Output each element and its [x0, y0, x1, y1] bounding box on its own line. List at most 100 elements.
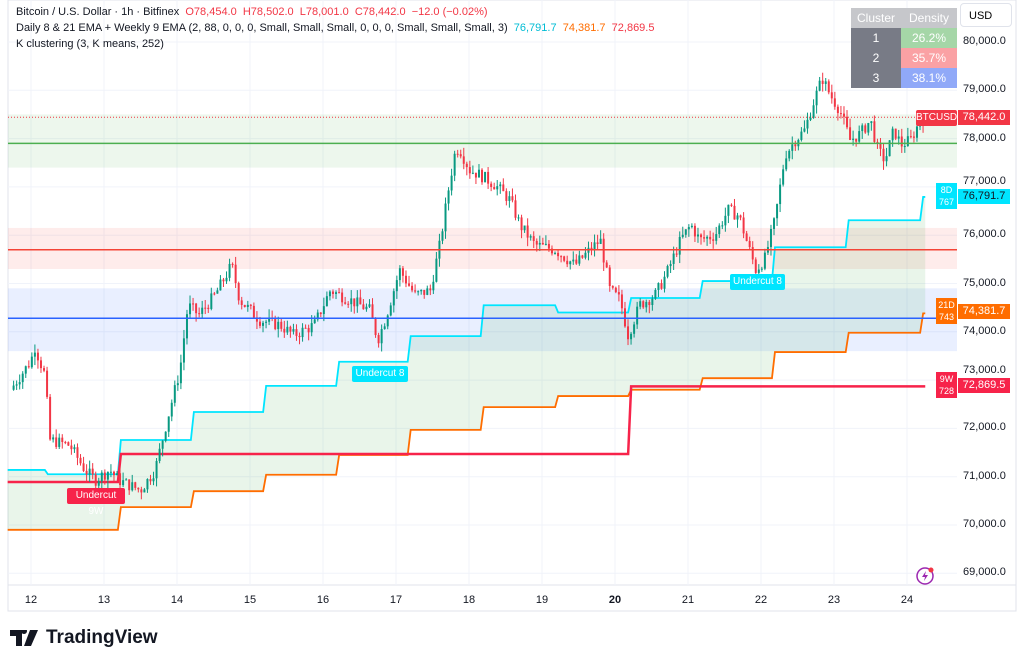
candle-body: [350, 298, 353, 305]
candle-body: [474, 172, 477, 178]
candle-body: [368, 304, 371, 307]
candle-body: [441, 231, 444, 241]
currency-selector[interactable]: USD: [960, 3, 1012, 27]
candle-body: [414, 290, 417, 292]
candle-body: [453, 153, 456, 176]
candle-body: [49, 396, 52, 440]
price-tick-label: 72,000.0: [963, 421, 1006, 434]
candle-body: [502, 184, 505, 192]
candle-body: [304, 327, 307, 329]
candle-body: [803, 128, 806, 132]
candle-body: [666, 266, 669, 277]
candle-body: [508, 196, 511, 201]
candle-body: [481, 169, 484, 183]
candle-body: [818, 80, 821, 91]
candle-body: [91, 468, 94, 475]
ema8-value: 76,791.7: [513, 22, 557, 34]
price-tick-label: 70,000.0: [963, 518, 1006, 530]
candle-body: [207, 307, 210, 309]
candle-body: [444, 203, 447, 232]
undercut-8-label: Undercut 8: [730, 274, 785, 290]
candle-body: [715, 234, 718, 241]
candle-body: [846, 116, 849, 128]
candle-body: [861, 125, 864, 132]
open-value: O78,454.0: [185, 6, 237, 18]
candle-body: [703, 237, 706, 239]
candle-body: [806, 119, 809, 129]
candle-body: [879, 142, 882, 149]
candle-body: [155, 460, 158, 479]
tradingview-logo[interactable]: TradingView: [10, 627, 158, 649]
low-value: L78,001.0: [299, 6, 349, 18]
candle-body: [858, 131, 861, 142]
candle-body: [620, 294, 623, 309]
candle-body: [754, 259, 757, 273]
candle-body: [374, 318, 377, 336]
candle-body: [140, 489, 143, 493]
candle-body: [800, 131, 803, 140]
candle-body: [611, 286, 614, 288]
candle-body: [265, 321, 268, 323]
candle-body: [706, 236, 709, 239]
cluster-density: 26.2%: [901, 28, 958, 48]
candle-body: [46, 370, 49, 397]
candle-body: [517, 217, 520, 219]
lightning-alert-icon[interactable]: [915, 566, 935, 586]
candle-body: [231, 263, 234, 265]
cluster-number: 2: [851, 48, 902, 68]
candle-body: [76, 447, 79, 458]
last-price-tag: 78,442.0: [958, 110, 1010, 125]
candle-body: [88, 468, 91, 475]
candle-body: [417, 291, 420, 293]
ema-indicator-legend[interactable]: Daily 8 & 21 EMA + Weekly 9 EMA (2, 88, …: [16, 22, 654, 34]
candle-body: [839, 113, 842, 115]
candle-body: [885, 156, 888, 162]
undercut-9w-label: Undercut 9W: [67, 488, 125, 517]
candle-body: [827, 81, 830, 93]
candle-body: [450, 175, 453, 191]
candle-body: [94, 474, 97, 486]
candle-body: [520, 217, 523, 231]
candle-body: [116, 473, 119, 476]
candle-body: [593, 242, 596, 251]
candle-body: [906, 136, 909, 147]
candle-body: [563, 256, 566, 261]
candle-body: [654, 289, 657, 299]
candle-body: [572, 259, 575, 262]
time-tick-label: 19: [535, 594, 549, 606]
kmeans-indicator-legend[interactable]: K clustering (3, K means, 252): [16, 38, 164, 50]
undercut-8-label: Undercut 8: [352, 366, 408, 382]
candle-body: [468, 167, 471, 174]
candle-body: [222, 279, 225, 282]
candle-body: [64, 442, 67, 444]
candle-body: [727, 204, 730, 216]
candle-body: [268, 317, 271, 322]
candle-body: [125, 479, 128, 481]
candle-body: [599, 238, 602, 244]
candle-body: [675, 253, 678, 255]
candle-body: [769, 228, 772, 248]
candle-body: [146, 479, 149, 490]
candle-body: [195, 303, 198, 314]
ema21-price-tag: 74,381.7: [958, 304, 1010, 319]
candle-body: [903, 146, 906, 148]
candle-body: [27, 366, 30, 368]
candle-body: [602, 238, 605, 263]
candle-body: [328, 291, 331, 297]
density-header: Density: [901, 8, 958, 28]
time-tick-label: 18: [462, 594, 476, 606]
candle-body: [246, 304, 249, 308]
candle-body: [608, 267, 611, 287]
candle-body: [134, 482, 137, 488]
candle-body: [240, 300, 243, 305]
candle-body: [724, 215, 727, 226]
candle-body: [757, 269, 760, 273]
candle-body: [748, 240, 751, 248]
candle-body: [274, 317, 277, 330]
candle-body: [204, 307, 207, 309]
candle-body: [255, 317, 258, 322]
candle-body: [690, 225, 693, 228]
candle-body: [404, 275, 407, 284]
candle-body: [550, 248, 553, 254]
